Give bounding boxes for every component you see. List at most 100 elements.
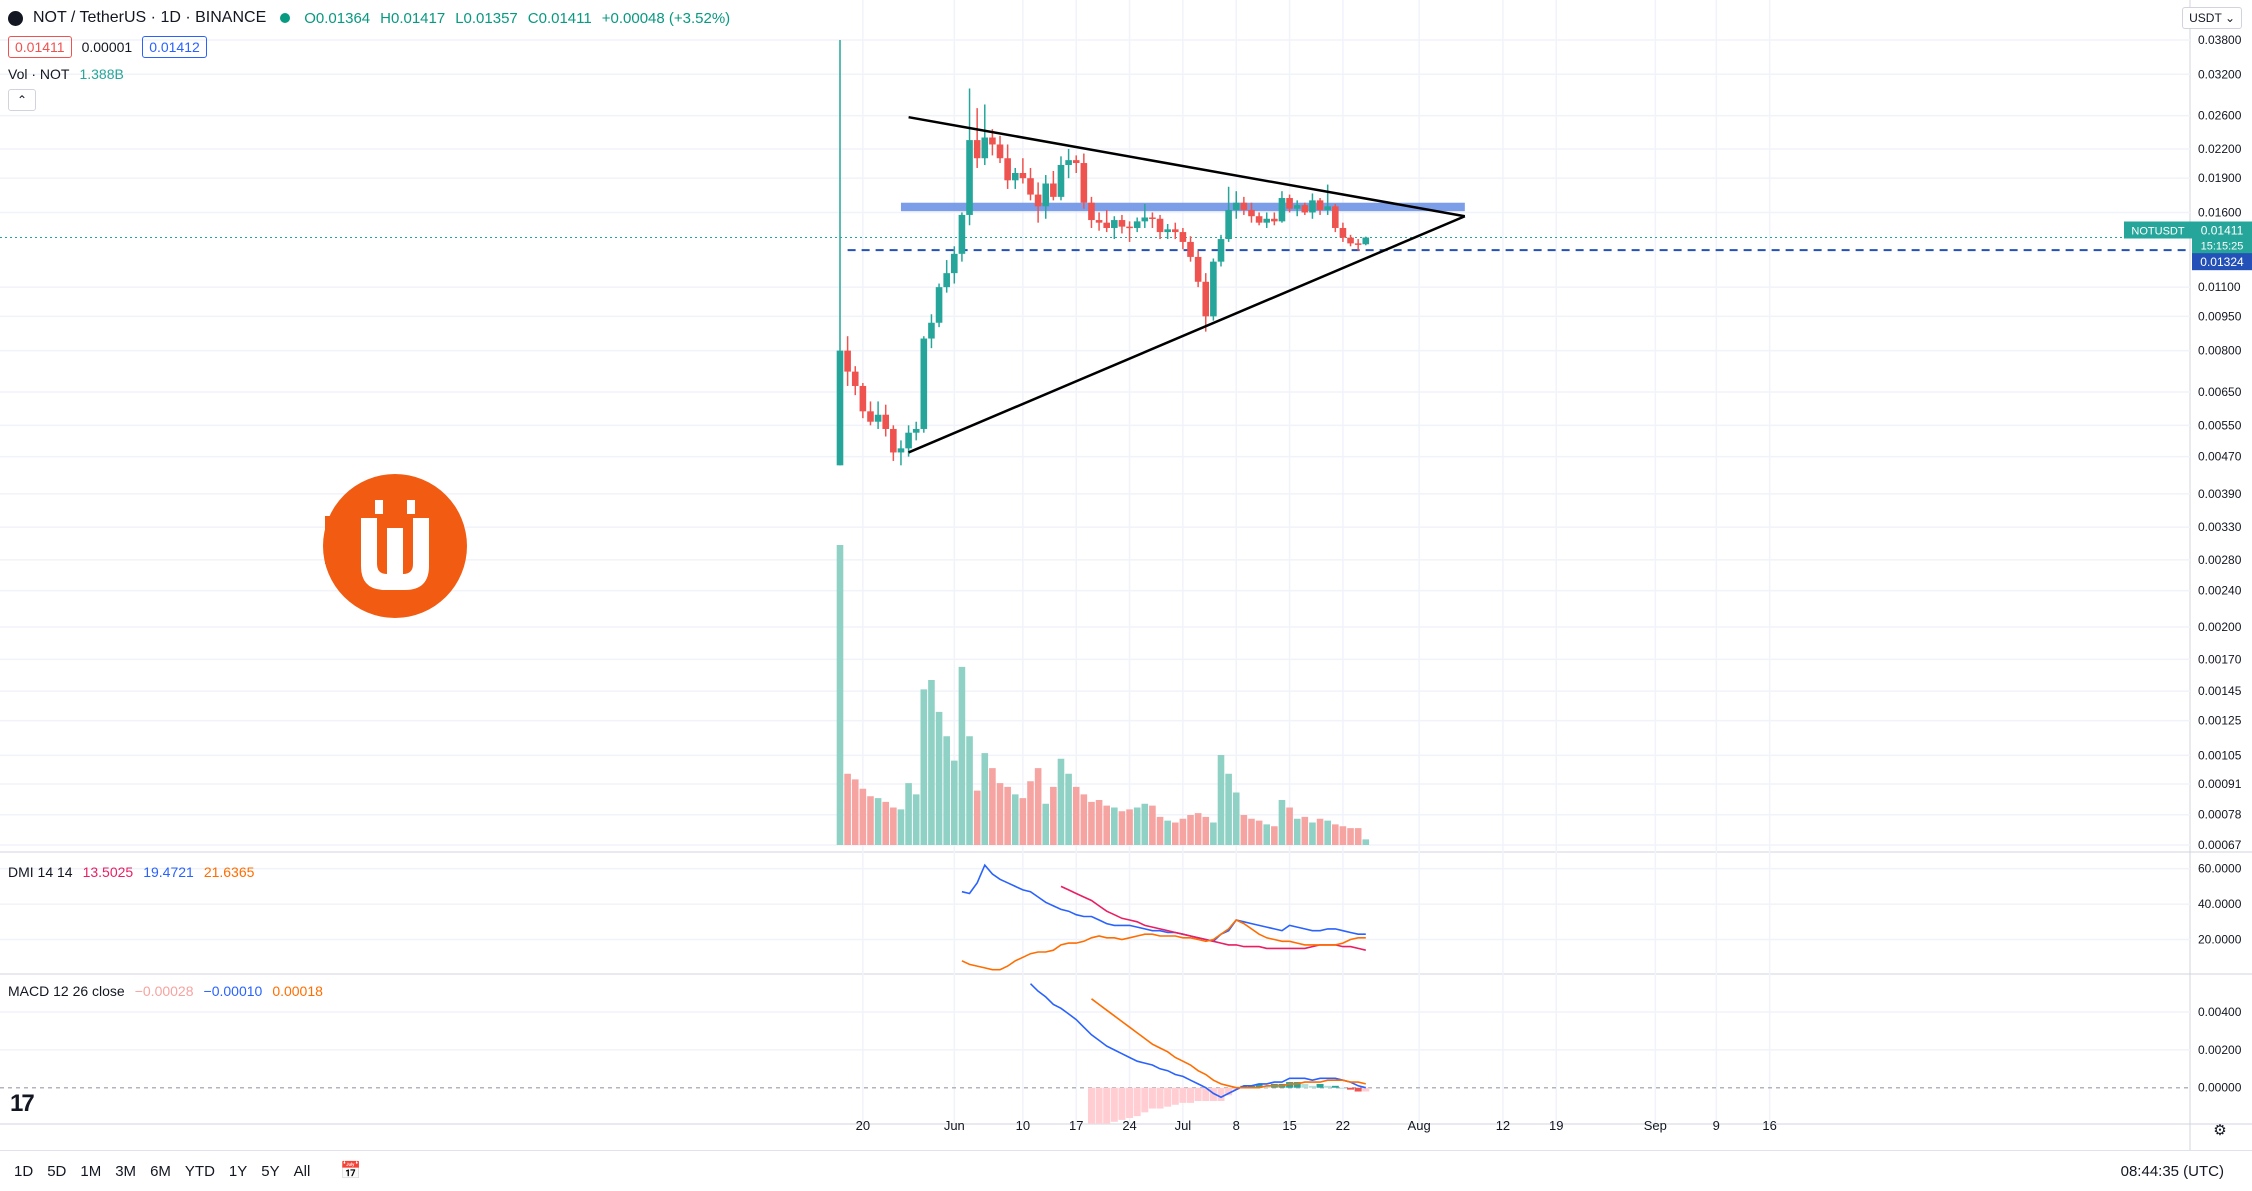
symbol-title[interactable]: NOT / TetherUS · 1D · BINANCE <box>33 9 267 26</box>
candle-body <box>920 338 928 429</box>
macd-histogram-bar <box>1301 1083 1309 1088</box>
macd-histogram-bar <box>1156 1087 1164 1109</box>
candle-body <box>867 411 874 422</box>
settings-gear-icon[interactable]: ⚙ <box>2213 1121 2226 1139</box>
volume-bar <box>935 711 943 845</box>
volume-bar <box>1011 794 1019 845</box>
candle-body <box>1027 178 1034 195</box>
candle-body <box>973 140 981 159</box>
volume-bar <box>1240 815 1248 845</box>
candle-body <box>943 273 950 288</box>
macd-histogram-bar <box>1095 1087 1103 1124</box>
candle-body <box>1301 205 1309 213</box>
volume-bar <box>1217 755 1225 845</box>
macd-histogram-bar <box>1316 1083 1324 1088</box>
macd-histogram-bar <box>1148 1087 1156 1109</box>
logo-glyph <box>361 518 429 590</box>
last-price-tag: 0.01411 <box>2201 223 2244 237</box>
timeframe-1y[interactable]: 1Y <box>228 1162 248 1180</box>
currency-label: USDT <box>2189 11 2222 25</box>
candle-body <box>874 414 882 422</box>
y-tick-label: 0.00091 <box>2198 777 2242 791</box>
collapse-legend-button[interactable]: ⌃ <box>8 89 36 111</box>
volume-bar <box>1332 824 1339 845</box>
macd-histogram-bar <box>1209 1087 1217 1101</box>
y-tick-label: 0.00170 <box>2198 652 2242 666</box>
volume-bar <box>844 773 851 845</box>
y-tick-label: 0.00800 <box>2198 344 2242 358</box>
candle-body <box>958 214 966 254</box>
volume-bar <box>1057 758 1065 845</box>
ohlc-close: C0.01411 <box>527 9 592 27</box>
chevron-down-icon: ⌄ <box>2224 11 2235 25</box>
macd-label[interactable]: MACD 12 26 close <box>8 983 125 999</box>
volume-bar <box>1133 807 1141 845</box>
candle-body <box>1080 163 1088 203</box>
candle-body <box>1202 281 1210 317</box>
logo-tick <box>375 500 383 514</box>
macd-histogram-bar <box>1110 1087 1118 1122</box>
y-tick-label: 0.01100 <box>2198 280 2241 294</box>
y-tick-label: 0.00470 <box>2198 450 2242 464</box>
candle-body <box>1042 183 1050 207</box>
volume-bar <box>1362 839 1370 845</box>
volume-label: Vol · NOT <box>8 66 70 82</box>
candle-body <box>1179 232 1187 242</box>
volume-bar <box>1286 807 1293 845</box>
candle-body <box>928 322 935 339</box>
timeframe-5d[interactable]: 5D <box>47 1162 67 1180</box>
volume-bar <box>1171 822 1179 845</box>
x-tick-label: 22 <box>1336 1118 1350 1133</box>
y-tick-label: 0.00400 <box>2198 1005 2242 1019</box>
calendar-icon[interactable]: 📅 <box>340 1161 362 1180</box>
timeframe-1d[interactable]: 1D <box>14 1162 34 1180</box>
timeframe-all[interactable]: All <box>293 1162 311 1180</box>
x-tick-label: Aug <box>1408 1118 1431 1133</box>
macd-histogram-bar <box>1141 1087 1149 1113</box>
ohlc-high: H0.01417 <box>380 9 446 27</box>
y-tick-label: 0.00200 <box>2198 1043 2242 1057</box>
x-tick-label: 19 <box>1549 1118 1563 1133</box>
timeframe-1m[interactable]: 1M <box>80 1162 102 1180</box>
volume-bar <box>1088 801 1095 845</box>
candle-body <box>1019 173 1027 179</box>
volume-bar <box>996 783 1004 845</box>
dmi-minus-value: 13.5025 <box>82 864 134 880</box>
timeframe-6m[interactable]: 6M <box>150 1162 171 1180</box>
macd-histogram-bar <box>1133 1087 1141 1117</box>
buy-price-button[interactable]: 0.01412 <box>142 36 207 58</box>
x-tick-label: 10 <box>1016 1118 1030 1133</box>
sell-price-button[interactable]: 0.01411 <box>8 36 72 58</box>
x-tick-label: 12 <box>1496 1118 1510 1133</box>
clock[interactable]: 08:44:35 (UTC) <box>2120 1162 2224 1180</box>
volume-bar <box>1072 786 1080 845</box>
candle-body <box>1278 198 1286 222</box>
timeframe-5y[interactable]: 5Y <box>261 1162 280 1180</box>
candle-body <box>1111 220 1118 228</box>
macd-histogram-bar <box>1126 1087 1134 1118</box>
dmi-label[interactable]: DMI 14 14 <box>8 864 73 880</box>
volume-bar <box>1065 773 1072 845</box>
volume-bar <box>1050 786 1057 845</box>
macd-histogram-bar <box>1240 1085 1248 1088</box>
triangle-upper-line <box>908 115 1466 218</box>
y-tick-label: 40.0000 <box>2198 897 2242 911</box>
macd-histogram-bar <box>1171 1087 1179 1105</box>
volume-bar <box>1225 773 1232 845</box>
adx-line <box>961 919 1366 971</box>
macd-legend: MACD 12 26 close −0.00028 −0.00010 0.000… <box>8 983 323 999</box>
volume-bar <box>882 801 890 845</box>
volume-bar <box>1263 824 1271 845</box>
timeframe-ytd[interactable]: YTD <box>184 1162 215 1180</box>
ohlc-open: O0.01364 <box>304 9 371 27</box>
currency-selector[interactable]: USDT ⌄ <box>2182 7 2242 29</box>
volume-bar <box>1347 828 1354 845</box>
symbol-logo-icon <box>8 10 23 26</box>
candle-body <box>1263 218 1271 223</box>
candle-body <box>1004 158 1011 181</box>
timeframe-3m[interactable]: 3M <box>115 1162 137 1180</box>
volume-bar <box>1149 805 1156 845</box>
volume-bar <box>1111 807 1118 845</box>
candle-body <box>1118 220 1126 227</box>
